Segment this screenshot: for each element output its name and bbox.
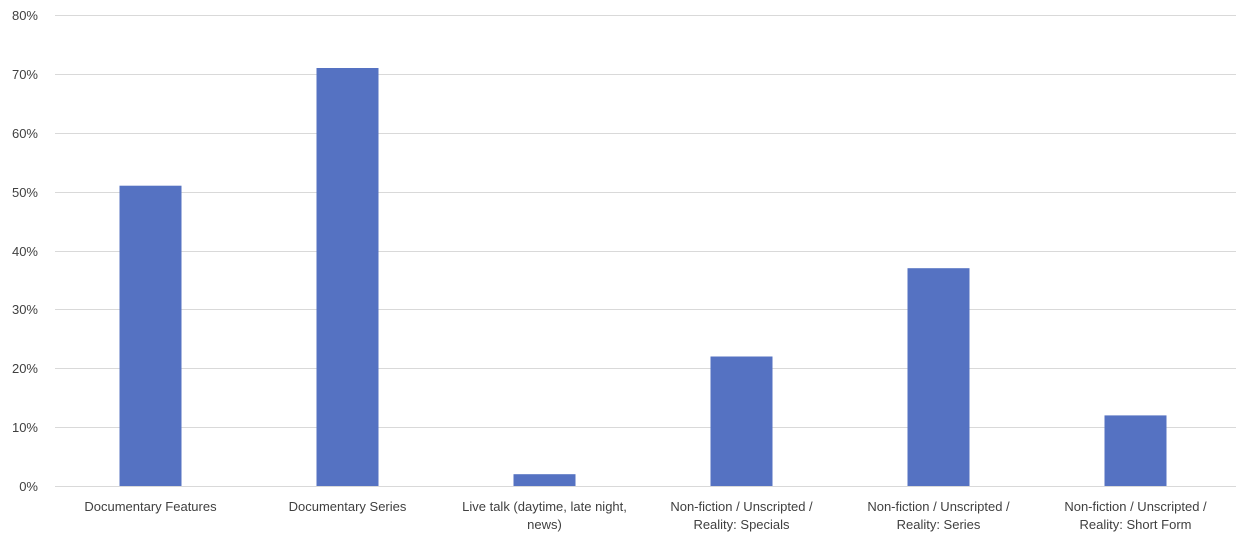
y-tick-label: 40% <box>12 244 38 259</box>
x-category-label: Non-fiction / Unscripted / Reality: Speci… <box>670 499 813 532</box>
y-tick-label: 0% <box>19 479 38 494</box>
x-category-label: Live talk (daytime, late night, news) <box>462 499 627 532</box>
bar <box>119 185 182 486</box>
x-category-label: Non-fiction / Unscripted / Reality: Short… <box>1064 499 1207 532</box>
y-axis-tick-labels: 0% 10% 20% 30% 40% 50% 60% 70% 80% <box>12 8 38 494</box>
y-tick-label: 30% <box>12 302 38 317</box>
x-category-label: Documentary Features <box>84 499 217 514</box>
x-axis-category-labels: Documentary Features Documentary Series Li… <box>84 499 1207 532</box>
x-category-label: Non-fiction / Unscripted / Reality: Serie… <box>867 499 1010 532</box>
x-category-label: Documentary Series <box>289 499 407 514</box>
y-tick-label: 20% <box>12 361 38 376</box>
bars <box>119 68 1167 486</box>
bar <box>710 356 773 486</box>
y-tick-label: 80% <box>12 8 38 23</box>
bar <box>1104 415 1167 486</box>
y-tick-label: 70% <box>12 67 38 82</box>
y-tick-label: 10% <box>12 420 38 435</box>
gridlines <box>55 15 1236 428</box>
bar <box>316 68 379 486</box>
bar <box>513 474 576 486</box>
y-tick-label: 60% <box>12 126 38 141</box>
y-tick-label: 50% <box>12 185 38 200</box>
bar <box>907 268 970 486</box>
